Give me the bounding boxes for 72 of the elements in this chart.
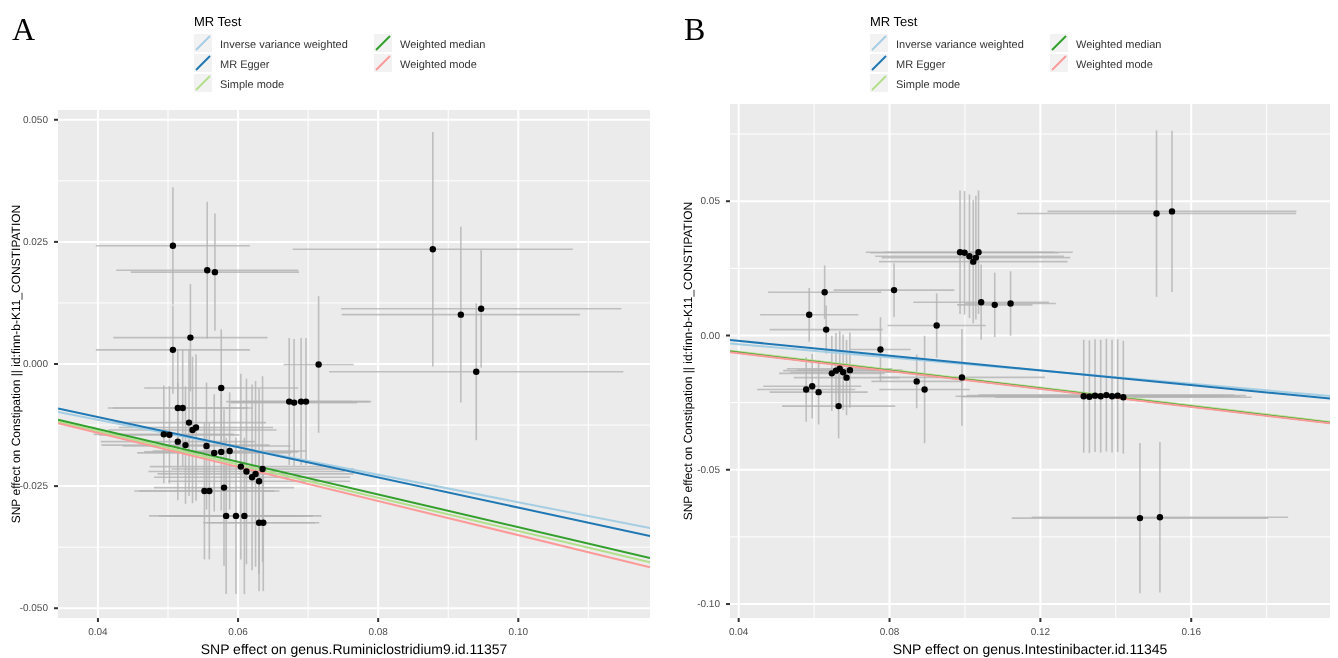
point [958,374,966,381]
point [933,322,940,329]
point [237,463,245,470]
point [1114,392,1121,399]
point [843,374,850,381]
chart-title: B [684,14,706,48]
point [966,253,973,260]
point [890,286,898,294]
point [429,246,437,253]
point [315,361,322,368]
point [806,311,813,319]
point [243,468,250,475]
point [1103,391,1110,399]
point [220,484,228,491]
point [255,478,263,485]
point [835,402,842,410]
point [182,441,189,449]
point [185,419,193,426]
point [821,289,828,296]
chart-title: A [12,14,36,48]
point [473,368,480,376]
point [160,431,167,438]
point [218,384,225,392]
point [815,388,822,396]
point [991,301,998,309]
point [1097,392,1104,400]
point [226,447,233,455]
point [457,311,465,318]
point [297,398,305,405]
point [1136,514,1144,522]
point [169,346,177,354]
point [809,383,816,390]
point [1086,393,1093,400]
point [975,249,982,256]
point [477,305,485,312]
point [961,249,968,256]
point [802,386,810,393]
point [204,267,211,274]
point [1091,392,1099,399]
point [290,399,298,406]
point [169,242,177,249]
point [1168,208,1176,215]
point [913,378,920,385]
point [174,438,181,445]
point [1156,514,1164,521]
point [222,512,230,520]
point [877,346,884,353]
point [187,334,194,341]
point [302,398,310,405]
point [260,519,267,526]
point [286,398,293,405]
point [977,298,985,306]
point [201,487,208,495]
point [166,431,173,439]
point [1007,300,1014,307]
point [211,268,219,276]
point [259,465,266,473]
point [1120,394,1127,401]
point [921,386,928,393]
point [1153,210,1160,217]
point [174,404,181,412]
point [206,487,213,495]
point [211,449,218,457]
point [232,512,240,520]
point [179,404,186,412]
point [241,512,248,520]
point [846,366,854,374]
point [1080,392,1087,400]
point [203,442,210,450]
point [218,448,225,456]
point [822,326,830,333]
point [1108,392,1116,400]
